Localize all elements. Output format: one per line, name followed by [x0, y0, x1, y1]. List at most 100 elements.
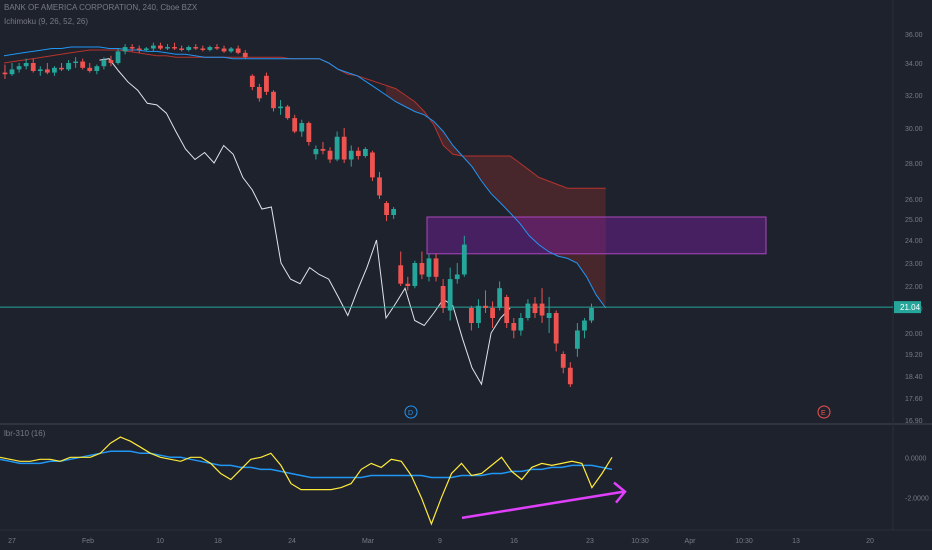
candle-body [398, 265, 404, 284]
candle-body [235, 48, 241, 53]
time-tick-label: Apr [685, 538, 697, 545]
candle-body [306, 123, 312, 142]
candle-body [589, 308, 594, 321]
time-tick-label: 13 [792, 538, 800, 545]
candle-body [2, 72, 8, 75]
oscillator-label: lbr-310 (16) [4, 429, 46, 438]
candle-body [179, 48, 185, 50]
time-tick-label: 16 [510, 538, 518, 545]
price-tick-label: 16.90 [905, 418, 923, 425]
candle-body [249, 75, 255, 87]
candle-body [490, 308, 495, 318]
earnings-marker [817, 405, 831, 419]
candle-body [370, 152, 375, 178]
candle-body [214, 47, 220, 49]
price-tick-label: 25.00 [905, 217, 923, 224]
candle-body [582, 320, 587, 331]
candle-body [59, 67, 64, 70]
ichimoku-label: Ichimoku (9, 26, 52, 26) [4, 17, 89, 26]
candle-body [221, 48, 227, 52]
candle-body [355, 150, 361, 156]
divergence-arrow-head [613, 481, 627, 504]
candle-body [412, 263, 418, 286]
current-price-tag [894, 301, 921, 314]
candle-body [539, 303, 545, 316]
price-tick-label: 34.00 [905, 61, 923, 68]
oscillator-slow-line [0, 450, 613, 479]
time-tick-label: 20 [866, 538, 874, 545]
price-tick-label: 36.00 [905, 32, 923, 39]
price-tick-label: 32.00 [905, 93, 923, 100]
candle-body [16, 66, 22, 70]
candle-body [426, 258, 432, 277]
candle-body [129, 47, 135, 49]
candle-body [52, 67, 57, 73]
candle-body [66, 63, 71, 70]
candle-body [440, 286, 446, 308]
candle-body [143, 48, 149, 50]
time-tick-label: 10:30 [631, 538, 649, 545]
price-tick-label: 23.00 [905, 261, 923, 268]
candle-body [511, 323, 517, 331]
candle-body [80, 61, 86, 68]
time-tick-label: 9 [438, 538, 442, 545]
dividend-marker [404, 405, 418, 419]
candle-body [532, 303, 538, 313]
candle-body [405, 283, 411, 286]
candle-body [504, 297, 510, 323]
price-tick-label: 26.00 [905, 197, 923, 204]
price-tick-label: 30.00 [905, 126, 923, 133]
candle-body [334, 136, 340, 160]
candle-body [87, 67, 93, 71]
divergence-arrow [461, 490, 625, 520]
candle-body [313, 149, 319, 155]
candle-body [518, 318, 524, 331]
candle-body [207, 47, 213, 50]
candle-body [23, 63, 29, 67]
candle-body [327, 150, 333, 160]
supply-zone-box [426, 216, 767, 255]
time-tick-label: Feb [82, 538, 94, 545]
candle-body [44, 69, 50, 73]
candle-body [292, 118, 298, 132]
candle-body [320, 149, 326, 151]
candle-body [476, 305, 481, 323]
candle-body [461, 244, 467, 275]
candle-body [567, 367, 573, 385]
candle-body [341, 136, 347, 160]
candle-body [186, 47, 192, 50]
candle-body [574, 330, 580, 349]
time-tick-label: 18 [214, 538, 222, 545]
candle-body [94, 66, 100, 71]
candle-body [150, 45, 156, 49]
candle-body [264, 75, 269, 92]
price-tick-label: 17.60 [905, 396, 923, 403]
chart-title: BANK OF AMERICA CORPORATION, 240, Cboe B… [4, 3, 198, 12]
candle-body [193, 47, 199, 49]
candle-body [391, 209, 397, 215]
candle-body [553, 313, 559, 344]
price-tick-label: 18.40 [905, 374, 923, 381]
time-tick-label: 10 [156, 538, 164, 545]
candle-body [454, 274, 460, 280]
candle-body [546, 313, 552, 318]
candle-body [419, 263, 425, 275]
candle-body [299, 123, 305, 132]
candle-body [468, 308, 474, 323]
price-tick-label: 28.00 [905, 161, 923, 168]
time-tick-label: 27 [8, 538, 16, 545]
tenkan-line [3, 46, 607, 309]
candle-body [172, 47, 177, 49]
current-price-value: 21.04 [900, 303, 921, 312]
candle-body [525, 303, 531, 318]
candle-body [101, 60, 107, 67]
candle-body [165, 47, 170, 49]
time-tick-label: 10:30 [735, 538, 753, 545]
candle-body [497, 288, 503, 308]
candle-body [108, 60, 114, 63]
candle-body [560, 354, 566, 368]
candle-body [271, 91, 276, 109]
time-tick-label: Mar [362, 538, 375, 545]
